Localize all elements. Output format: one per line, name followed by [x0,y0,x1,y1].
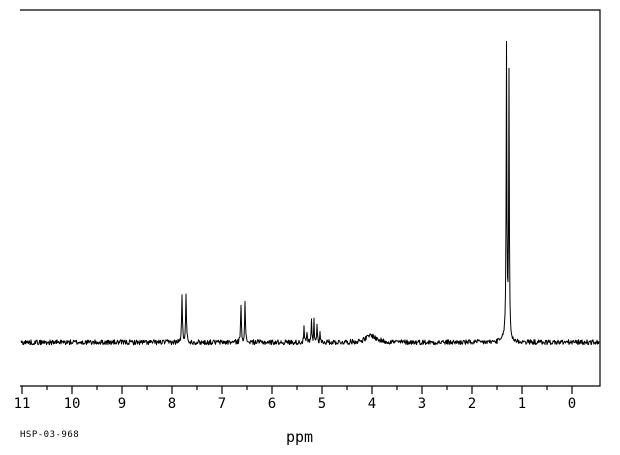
tick-label-6: 6 [267,396,277,412]
tick-label-7: 7 [217,396,227,412]
spectrum-trace [20,40,600,346]
tick-label-2: 2 [467,396,477,412]
tick-label-5: 5 [317,396,327,412]
tick-label-0: 0 [567,396,577,412]
tick-label-4: 4 [367,396,377,412]
tick-label-11: 11 [13,396,31,412]
tick-label-3: 3 [417,396,427,412]
spectrum-trace-group [20,40,600,346]
plot-frame [20,9,601,387]
spectrum-id-label: HSP-03-968 [20,430,80,440]
tick-label-8: 8 [167,396,177,412]
tick-label-9: 9 [117,396,127,412]
axis-ticks [21,386,573,394]
tick-label-10: 10 [63,396,81,412]
tick-label-1: 1 [517,396,527,412]
frame-border [20,9,601,387]
x-axis-label: ppm [286,428,314,446]
